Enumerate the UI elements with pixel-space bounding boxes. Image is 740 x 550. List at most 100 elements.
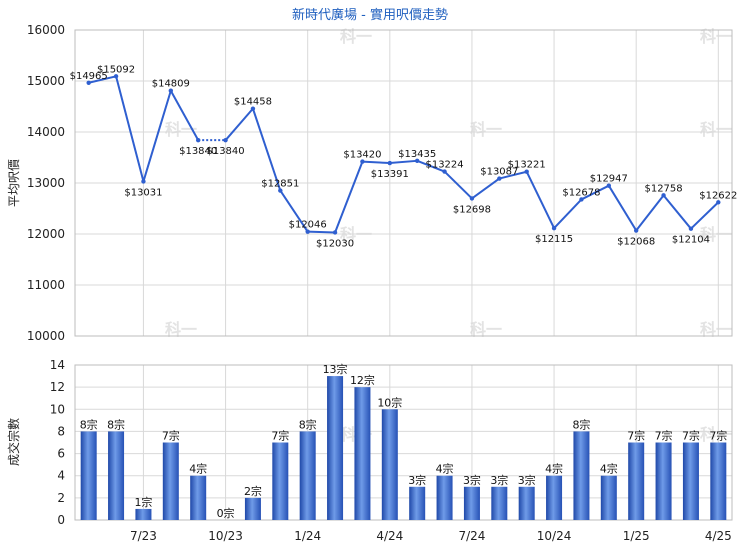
x-tick-label: 7/23	[130, 529, 157, 543]
volume-bar	[327, 376, 344, 520]
price-point	[86, 80, 91, 85]
volume-bar	[463, 486, 480, 520]
y-tick-label: 10	[50, 402, 65, 416]
volume-bar	[80, 431, 97, 520]
price-data-label: $12698	[453, 204, 491, 215]
price-data-label: $12030	[316, 238, 354, 249]
volume-bar	[244, 497, 261, 520]
volume-data-label: 2宗	[244, 484, 262, 498]
volume-bar	[162, 442, 179, 520]
volume-bar	[272, 442, 289, 520]
x-tick-label: 10/23	[208, 529, 243, 543]
volume-y-axis-label: 成交宗數	[6, 418, 21, 466]
volume-data-label: 8宗	[572, 417, 590, 431]
y-tick-label: 14000	[27, 125, 65, 139]
price-point	[278, 188, 283, 193]
price-data-label: $15092	[97, 64, 135, 75]
price-data-label: $14809	[152, 79, 190, 90]
price-line-segment	[416, 159, 445, 173]
watermark-text: 科一	[340, 27, 372, 46]
volume-bar	[381, 409, 398, 520]
volume-data-label: 0宗	[217, 506, 235, 520]
price-line-segment	[389, 159, 418, 165]
price-data-label: $13840	[179, 146, 217, 157]
watermark-text: 科一	[470, 320, 502, 339]
price-line-segment	[499, 170, 527, 180]
y-tick-label: 8	[57, 424, 65, 438]
price-point	[387, 160, 393, 166]
volume-data-label: 1宗	[134, 495, 152, 509]
price-line-segment	[362, 160, 390, 165]
volume-bar	[491, 486, 508, 520]
price-data-label: $13435	[398, 149, 436, 160]
price-line-segment	[607, 185, 638, 232]
price-y-axis-label: 平均呎價	[7, 159, 21, 207]
price-data-label: $12758	[644, 183, 682, 194]
volume-bar	[135, 508, 152, 520]
price-point	[332, 230, 338, 235]
price-point	[141, 179, 146, 184]
plot-frame	[74, 29, 733, 337]
price-line-segment	[635, 194, 665, 232]
x-tick-label: 10/24	[537, 529, 572, 543]
volume-bar	[546, 475, 563, 520]
price-point	[360, 159, 365, 164]
volume-data-label: 12宗	[350, 373, 375, 387]
price-data-label: $12068	[617, 237, 655, 248]
price-line-segment	[224, 107, 254, 141]
price-data-label: $12622	[699, 190, 737, 201]
volume-data-label: 7宗	[627, 429, 645, 443]
volume-bar	[354, 387, 371, 520]
chart-title: 新時代廣場 - 實用呎價走勢	[292, 7, 448, 23]
price-line-segment	[251, 108, 282, 191]
volume-bar	[108, 431, 125, 520]
watermark-text: 科一	[700, 320, 732, 339]
price-line-segment	[115, 76, 145, 182]
volume-bar	[573, 431, 590, 520]
x-axis: 7/23 10/23 1/24 4/24 7/24 10/24 1/25 4/25	[130, 529, 732, 543]
plot-frame	[74, 364, 733, 521]
price-point	[579, 197, 584, 202]
volume-data-label: 13宗	[323, 362, 348, 376]
volume-data-label: 3宗	[463, 473, 481, 487]
x-tick-label: 1/25	[623, 529, 650, 543]
volume-data-label: 10宗	[377, 395, 402, 409]
y-tick-label: 12000	[27, 227, 65, 241]
price-point	[195, 137, 201, 143]
price-point	[250, 106, 256, 111]
x-tick-label: 1/24	[294, 529, 321, 543]
watermark-text: 科一	[700, 27, 732, 46]
volume-data-label: 7宗	[682, 429, 700, 443]
price-line-segment	[88, 75, 117, 84]
price-line-segment	[142, 90, 172, 182]
volume-data-label: 7宗	[271, 429, 289, 443]
volume-data-label: 3宗	[490, 473, 508, 487]
price-data-label: $12851	[261, 179, 299, 190]
volume-data-label: 7宗	[709, 429, 727, 443]
volume-data-label: 8宗	[107, 417, 125, 431]
volume-bar	[518, 486, 535, 520]
price-point	[414, 158, 420, 164]
price-data-label: $13840	[206, 146, 244, 157]
volume-data-label: 7宗	[655, 429, 673, 443]
y-tick-label: 16000	[27, 23, 65, 37]
price-line-segment	[525, 171, 555, 229]
volume-y-axis: 0 2 4 6 8 10 12 14	[50, 358, 65, 527]
x-tick-label: 4/25	[705, 529, 732, 543]
volume-bar	[682, 442, 699, 520]
price-data-label: $13031	[124, 187, 162, 198]
volume-bar	[190, 475, 207, 520]
volume-data-label: 3宗	[518, 473, 536, 487]
price-data-label: $13224	[425, 160, 463, 171]
y-tick-label: 12	[50, 380, 65, 394]
price-line-segment	[471, 177, 500, 200]
volume-bar	[299, 431, 316, 520]
y-tick-label: 14	[50, 358, 65, 372]
price-grid	[74, 29, 733, 337]
watermark-text: 科一	[470, 120, 502, 139]
price-data-label: $12678	[562, 187, 600, 198]
volume-bar	[600, 475, 617, 520]
volume-data-label: 4宗	[189, 462, 207, 476]
price-line-segment	[307, 230, 336, 234]
price-point	[223, 137, 228, 143]
